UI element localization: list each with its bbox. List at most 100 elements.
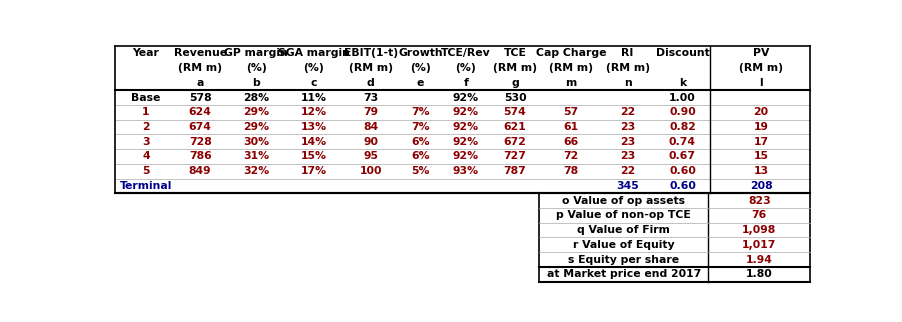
Text: 0.67: 0.67 xyxy=(669,151,696,162)
Text: 3: 3 xyxy=(143,137,150,147)
Text: 12%: 12% xyxy=(300,107,327,117)
Text: 100: 100 xyxy=(360,166,382,176)
Text: 15%: 15% xyxy=(300,151,327,162)
Text: 621: 621 xyxy=(503,122,527,132)
Text: 11%: 11% xyxy=(300,93,327,103)
Text: 92%: 92% xyxy=(453,151,479,162)
Text: EBIT(1-t): EBIT(1-t) xyxy=(344,48,398,58)
Text: 22: 22 xyxy=(620,166,635,176)
Text: g: g xyxy=(511,78,519,88)
Text: 574: 574 xyxy=(503,107,527,117)
Text: 20: 20 xyxy=(753,107,769,117)
Text: n: n xyxy=(623,78,631,88)
Text: 66: 66 xyxy=(564,137,578,147)
Text: 73: 73 xyxy=(364,93,378,103)
Text: r Value of Equity: r Value of Equity xyxy=(573,240,675,250)
Text: 1: 1 xyxy=(143,107,150,117)
Text: Base: Base xyxy=(132,93,161,103)
Text: 92%: 92% xyxy=(453,93,479,103)
Text: 93%: 93% xyxy=(453,166,479,176)
Text: e: e xyxy=(417,78,424,88)
Text: 1,098: 1,098 xyxy=(742,225,777,235)
Text: 5%: 5% xyxy=(411,166,429,176)
Text: (%): (%) xyxy=(410,63,431,73)
Text: 7%: 7% xyxy=(411,107,429,117)
Text: 6%: 6% xyxy=(411,151,429,162)
Text: 23: 23 xyxy=(620,122,635,132)
Text: (RM m): (RM m) xyxy=(739,63,783,73)
Text: 0.60: 0.60 xyxy=(669,181,696,191)
Text: TCE/Rev: TCE/Rev xyxy=(441,48,491,58)
Text: (RM m): (RM m) xyxy=(605,63,649,73)
Text: 4: 4 xyxy=(143,151,150,162)
Text: (RM m): (RM m) xyxy=(178,63,222,73)
Text: 31%: 31% xyxy=(243,151,269,162)
Text: l: l xyxy=(759,78,763,88)
Text: (%): (%) xyxy=(245,63,266,73)
Text: RI: RI xyxy=(621,48,634,58)
Text: 22: 22 xyxy=(620,107,635,117)
Text: 1.94: 1.94 xyxy=(746,254,773,265)
Text: 92%: 92% xyxy=(453,137,479,147)
Text: q Value of Firm: q Value of Firm xyxy=(577,225,670,235)
Text: SGA margin: SGA margin xyxy=(278,48,350,58)
Text: 13%: 13% xyxy=(300,122,327,132)
Text: 78: 78 xyxy=(564,166,578,176)
Text: 624: 624 xyxy=(189,107,212,117)
Text: a: a xyxy=(197,78,204,88)
Text: 28%: 28% xyxy=(243,93,269,103)
Text: (RM m): (RM m) xyxy=(493,63,537,73)
Text: (%): (%) xyxy=(303,63,324,73)
Text: 672: 672 xyxy=(503,137,527,147)
Text: 7%: 7% xyxy=(411,122,429,132)
Text: 345: 345 xyxy=(616,181,639,191)
Text: 0.82: 0.82 xyxy=(669,122,696,132)
Text: 1,017: 1,017 xyxy=(742,240,777,250)
Text: 849: 849 xyxy=(189,166,211,176)
Text: Revenue: Revenue xyxy=(173,48,226,58)
Text: 208: 208 xyxy=(750,181,772,191)
Text: 15: 15 xyxy=(753,151,769,162)
Text: Growth: Growth xyxy=(398,48,443,58)
Text: 823: 823 xyxy=(748,196,770,206)
Text: 1.00: 1.00 xyxy=(669,93,695,103)
Text: 530: 530 xyxy=(503,93,527,103)
Text: Terminal: Terminal xyxy=(120,181,172,191)
Text: 95: 95 xyxy=(364,151,378,162)
Text: 84: 84 xyxy=(364,122,378,132)
Text: 57: 57 xyxy=(564,107,578,117)
Text: 23: 23 xyxy=(620,151,635,162)
Text: 32%: 32% xyxy=(243,166,269,176)
Text: 17: 17 xyxy=(753,137,769,147)
Text: d: d xyxy=(367,78,374,88)
Text: f: f xyxy=(464,78,468,88)
Text: 674: 674 xyxy=(189,122,212,132)
Text: (%): (%) xyxy=(456,63,476,73)
Text: (RM m): (RM m) xyxy=(549,63,593,73)
Text: 92%: 92% xyxy=(453,122,479,132)
Text: 29%: 29% xyxy=(243,122,269,132)
Text: 728: 728 xyxy=(189,137,211,147)
Text: 727: 727 xyxy=(503,151,527,162)
Text: 92%: 92% xyxy=(453,107,479,117)
Text: 5: 5 xyxy=(143,166,150,176)
Text: (RM m): (RM m) xyxy=(349,63,392,73)
Text: TCE: TCE xyxy=(503,48,527,58)
Text: at Market price end 2017: at Market price end 2017 xyxy=(547,269,701,279)
Text: Discount: Discount xyxy=(656,48,709,58)
Text: 19: 19 xyxy=(753,122,769,132)
Text: 72: 72 xyxy=(564,151,578,162)
Text: 786: 786 xyxy=(189,151,211,162)
Text: 76: 76 xyxy=(751,210,767,220)
Text: PV: PV xyxy=(753,48,769,58)
Text: 30%: 30% xyxy=(243,137,269,147)
Text: 787: 787 xyxy=(503,166,527,176)
Text: Year: Year xyxy=(133,48,160,58)
Text: 1.80: 1.80 xyxy=(746,269,773,279)
Text: 6%: 6% xyxy=(411,137,429,147)
Text: 23: 23 xyxy=(620,137,635,147)
Text: 0.90: 0.90 xyxy=(669,107,695,117)
Text: m: m xyxy=(566,78,576,88)
Text: b: b xyxy=(253,78,260,88)
Text: 0.60: 0.60 xyxy=(669,166,696,176)
